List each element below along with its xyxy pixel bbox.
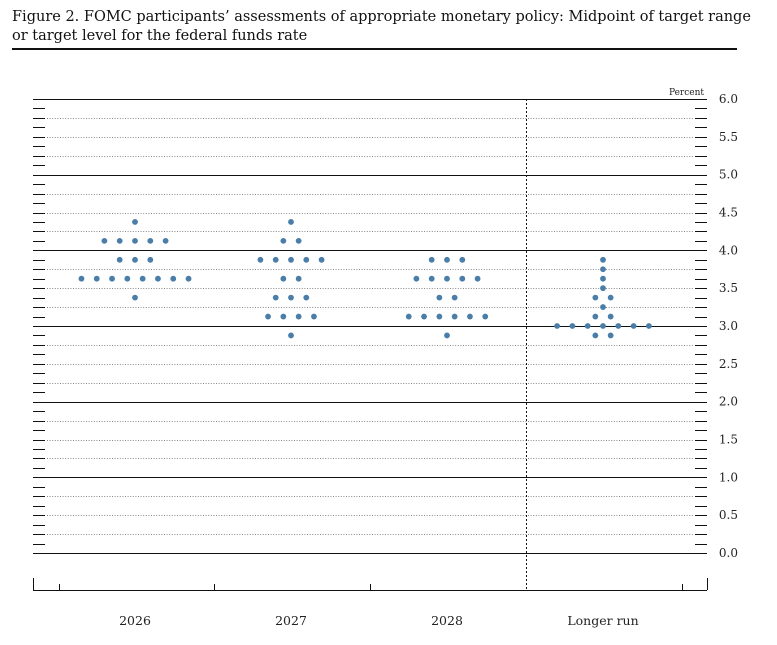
participant-dot — [444, 275, 450, 282]
y-tick-label: 2.0 — [719, 395, 738, 409]
participant-dot — [592, 313, 599, 320]
participant-dot — [132, 256, 138, 263]
participant-dot — [93, 275, 100, 282]
participant-dot — [615, 323, 622, 329]
participant-dot — [288, 332, 294, 339]
y-tick-label: 5.0 — [719, 168, 738, 182]
participant-dot — [303, 256, 310, 263]
participant-dot — [272, 256, 279, 263]
participant-dot — [630, 323, 637, 329]
participant-dot — [482, 313, 489, 320]
y-tick-label: 6.0 — [719, 92, 738, 106]
y-unit-label: Percent — [669, 88, 704, 98]
y-tick-label: 1.0 — [719, 470, 738, 484]
participant-dot — [311, 313, 317, 320]
participant-dot — [474, 275, 481, 282]
participant-dot — [600, 256, 606, 263]
participant-dot — [451, 313, 458, 320]
participant-dot — [280, 237, 287, 244]
participant-dot — [569, 323, 576, 329]
participant-dot — [280, 275, 287, 282]
participant-dot — [646, 323, 652, 329]
y-tick-label: 1.5 — [719, 433, 738, 447]
participant-dot — [428, 256, 435, 263]
participant-dot — [288, 256, 294, 263]
participant-dot — [592, 294, 599, 301]
participant-dot — [272, 294, 279, 301]
y-tick-label: 2.5 — [719, 357, 738, 371]
participant-dot — [162, 237, 169, 244]
y-tick-label: 0.0 — [719, 546, 738, 560]
participant-dot — [459, 275, 466, 282]
participant-dot — [459, 256, 466, 263]
axis — [33, 99, 708, 591]
x-category-label: Longer run — [567, 613, 638, 628]
participant-dot — [132, 294, 138, 301]
participant-dot — [405, 313, 412, 320]
participant-dot — [303, 294, 310, 301]
y-tick-label: 3.0 — [719, 319, 738, 333]
participant-dot — [607, 313, 614, 320]
participant-dot — [444, 256, 450, 263]
participant-dot — [288, 294, 294, 301]
labels: 6.0 5.5 5.0 4.5 4.0 3.5 3.0 2.5 2.0 1.5 1.0 0.5 0.0 P… — [119, 88, 738, 628]
participant-dot — [280, 313, 287, 320]
participant-dot — [600, 275, 606, 282]
participant-dot — [78, 275, 85, 282]
participant-dot — [185, 275, 192, 282]
participant-dot — [554, 323, 560, 329]
participant-dot — [109, 275, 115, 282]
participant-dot — [295, 313, 302, 320]
participant-dot — [600, 285, 606, 292]
participant-dot — [147, 237, 154, 244]
participant-dot — [592, 332, 599, 339]
participant-dot — [124, 275, 131, 282]
grid-lines — [33, 98, 707, 555]
participant-dot — [444, 332, 450, 339]
participant-dot — [467, 313, 473, 320]
x-category-label: 2027 — [275, 613, 307, 628]
participant-dot — [132, 237, 138, 244]
participant-dot — [116, 237, 123, 244]
participant-dot — [295, 237, 302, 244]
dots — [78, 219, 652, 339]
participant-dot — [116, 256, 123, 263]
x-category-label: 2026 — [119, 613, 151, 628]
participant-dot — [436, 294, 443, 301]
participant-dot — [170, 275, 177, 282]
participant-dot — [139, 275, 146, 282]
participant-dot — [436, 313, 443, 320]
participant-dot — [101, 237, 108, 244]
title-rule — [12, 48, 737, 50]
y-tick-label: 5.5 — [719, 130, 738, 144]
participant-dot — [607, 332, 614, 339]
participant-dot — [295, 275, 302, 282]
participant-dot — [451, 294, 458, 301]
participant-dot — [600, 323, 606, 329]
participant-dot — [584, 323, 591, 329]
participant-dot — [600, 304, 606, 310]
participant-dot — [257, 256, 264, 263]
participant-dot — [265, 313, 271, 320]
x-category-label: 2028 — [431, 613, 463, 628]
participant-dot — [428, 275, 435, 282]
participant-dot — [607, 294, 614, 301]
participant-dot — [600, 266, 606, 273]
y-tick-label: 3.5 — [719, 281, 738, 295]
participant-dot — [288, 219, 294, 225]
participant-dot — [421, 313, 427, 320]
y-tick-label: 0.5 — [719, 508, 738, 522]
participant-dot — [132, 219, 138, 225]
participant-dot — [155, 275, 161, 282]
y-tick-label: 4.0 — [719, 243, 738, 257]
participant-dot — [318, 256, 325, 263]
participant-dot — [147, 256, 154, 263]
y-tick-label: 4.5 — [719, 206, 738, 220]
participant-dot — [413, 275, 420, 282]
figure-title: Figure 2. FOMC participants’ assessments… — [12, 9, 751, 44]
